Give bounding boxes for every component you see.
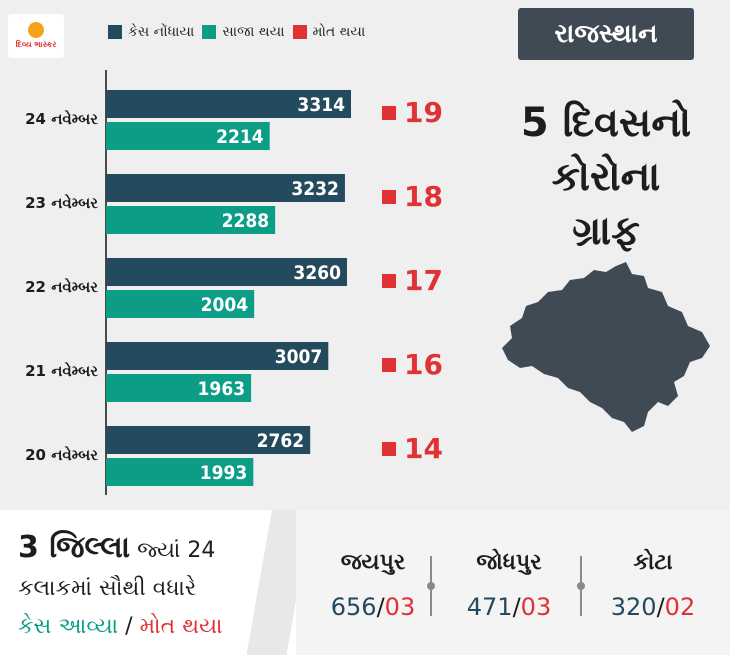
city-values: 471/03 [444,593,574,621]
side-title-line: 5 દિવસનો [520,100,692,146]
legend-swatch-cases [108,25,122,39]
city-values: 656/03 [308,593,438,621]
city-jaipur: જયપુર 656/03 [308,550,438,621]
state-badge: રાજસ્થાન [518,8,694,60]
bar-cases [106,174,345,202]
summary-line-1: 3 જિલ્લા જ્યાં 24 [18,530,215,565]
city-cases: 320 [610,593,657,621]
death-value-label: 14 [404,432,443,465]
legend-item-deaths: મોત થયા [292,24,366,40]
category-label: 21 નવેમ્બર [25,361,98,380]
legend-item-recovered: સાજા થયા [202,24,285,40]
death-value-label: 16 [404,348,443,381]
city-separator [577,556,585,616]
death-marker [382,358,396,372]
death-marker [382,274,396,288]
side-title-line: ગ્રાફ [572,208,640,254]
city-slash: / [656,593,665,621]
city-jodhpur: જોધપુર 471/03 [444,550,574,621]
logo-text: દિવ્ય ભાસ્કર [15,40,57,49]
death-marker [382,442,396,456]
side-title-line: કોરોના [551,154,661,200]
top-panel: દિવ્ય ભાસ્કર કેસ નોંધાયા સાજા થયા મોત થય… [8,8,724,495]
city-slash: / [512,593,521,621]
chart-legend: કેસ નોંધાયા સાજા થયા મોત થયા [108,24,365,40]
bar-recovered [106,122,270,150]
city-name: કોટા [633,550,673,575]
bar-value-label: 3260 [293,262,341,284]
summary-line-2: કલાકમાં સૌથી વધારે [18,576,197,601]
city-stats: જયપુર 656/03 જોધપુર 471/03 કોટા 320/02 [296,510,730,655]
bar-cases [106,90,351,118]
summary-slash: / [118,614,140,639]
summary-cases-label: કેસ આવ્યા [18,614,119,639]
city-cases: 656 [330,593,377,621]
city-deaths: 03 [384,593,416,621]
city-name: જયપુર [340,550,406,575]
bar-value-label: 3314 [297,94,345,116]
city-deaths: 03 [520,593,552,621]
bar-cases [106,342,329,370]
bar-recovered [106,458,254,486]
bar-value-label: 2762 [257,430,305,452]
city-slash: / [376,593,385,621]
bar-recovered [106,374,252,402]
bar-chart: 24 નવેમ્બર 3314 2214 19 23 નવેમ્બર 3232 2288 18… [25,70,443,495]
summary-line-3: કેસ આવ્યા / મોત થયા [18,614,223,639]
bar-value-label: 1993 [200,462,248,484]
legend-label-deaths: મોત થયા [312,24,366,40]
bar-recovered [106,206,276,234]
summary-deaths-label: મોત થયા [139,614,223,639]
death-value-label: 18 [404,180,443,213]
city-deaths: 02 [664,593,696,621]
bar-cases [106,258,348,286]
bottom-panel: 3 જિલ્લા જ્યાં 24 કલાકમાં સૌથી વધારે કેસ… [0,510,730,655]
rajasthan-map-icon [502,262,710,432]
bar-value-label: 2288 [222,210,270,232]
legend-label-recovered: સાજા થયા [222,24,285,40]
death-value-label: 17 [404,264,443,297]
sun-icon [28,22,44,38]
legend-item-cases: કેસ નોંધાયા [108,24,194,40]
city-cases: 471 [466,593,513,621]
bar-recovered [106,290,255,318]
death-value-label: 19 [404,96,443,129]
bar-cases [106,426,311,454]
category-label: 20 નવેમ્બર [25,445,98,464]
bottom-summary: 3 જિલ્લા જ્યાં 24 કલાકમાં સૌથી વધારે કેસ… [0,510,296,655]
death-marker [382,190,396,204]
bar-value-label: 3232 [291,178,339,200]
side-title: 5 દિવસનો કોરોના ગ્રાફ [488,96,724,258]
legend-label-cases: કેસ નોંધાયા [128,24,195,40]
category-label: 23 નવેમ્બર [25,193,98,212]
city-values: 320/02 [588,593,718,621]
death-marker [382,106,396,120]
bar-value-label: 2004 [201,294,249,316]
brand-logo: દિવ્ય ભાસ્કર [8,14,64,58]
bar-value-label: 3007 [275,346,323,368]
city-kota: કોટા 320/02 [588,550,718,621]
legend-swatch-recovered [202,25,217,39]
bar-value-label: 2214 [216,126,264,148]
summary-line-1-rest: જ્યાં 24 [130,538,216,563]
legend-swatch-deaths [292,25,307,39]
category-label: 24 નવેમ્બર [25,109,98,128]
summary-district-count: 3 જિલ્લા [18,530,131,565]
bar-value-label: 1963 [198,378,246,400]
city-name: જોધપુર [476,550,542,575]
city-separator [427,556,435,616]
category-label: 22 નવેમ્બર [25,277,98,296]
